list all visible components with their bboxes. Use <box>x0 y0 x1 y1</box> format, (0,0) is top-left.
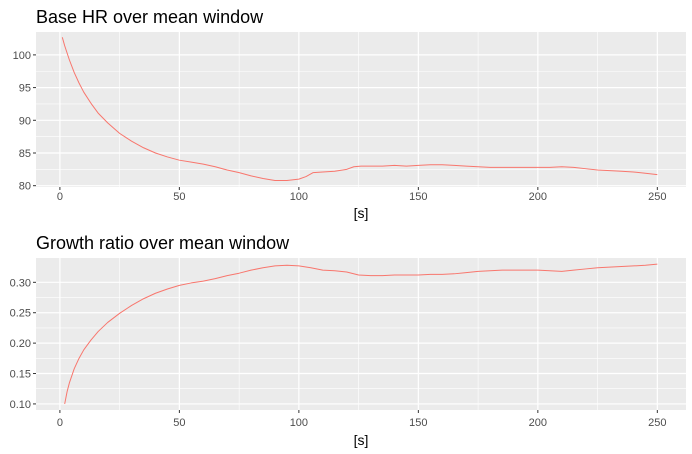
y-tick-label: 80 <box>19 181 31 193</box>
x-axis: 0 50 100 150 200 250 <box>57 410 667 429</box>
x-tick-label: 0 <box>57 191 63 203</box>
y-tick-label: 0.15 <box>10 369 31 381</box>
x-tick-label: 150 <box>409 191 427 203</box>
x-tick-label: 0 <box>57 417 63 429</box>
x-tick-label: 250 <box>648 417 666 429</box>
x-tick-label: 50 <box>173 417 185 429</box>
series-line-layer <box>64 263 658 405</box>
series-line <box>64 263 658 405</box>
y-tick-label: 95 <box>19 83 31 95</box>
x-axis: 0 50 100 150 200 250 <box>57 187 667 203</box>
series-line-layer <box>61 37 658 181</box>
y-tick-label: 90 <box>19 115 31 127</box>
series-line <box>61 37 658 181</box>
x-tick-label: 200 <box>529 191 547 203</box>
x-tick-label: 100 <box>290 417 308 429</box>
x-axis-title: [s] <box>354 432 369 448</box>
x-tick-label: 50 <box>173 191 185 203</box>
y-axis: 0.10 0.15 0.20 0.25 0.30 <box>10 277 36 411</box>
x-tick-label: 100 <box>290 191 308 203</box>
hr-chart: Base HR over mean window 80 85 90 95 100 0 50… <box>13 7 686 221</box>
y-tick-label: 0.30 <box>10 277 31 289</box>
plot-panel <box>36 32 686 187</box>
y-tick-label: 85 <box>19 148 31 160</box>
y-tick-label: 0.20 <box>10 338 31 350</box>
chart-title: Growth ratio over mean window <box>36 233 290 253</box>
grid-lines <box>36 32 686 187</box>
x-axis-title: [s] <box>354 205 369 221</box>
y-tick-label: 100 <box>13 50 31 62</box>
y-tick-label: 0.25 <box>10 308 31 320</box>
grid-lines <box>36 258 686 410</box>
chart-title: Base HR over mean window <box>36 7 264 27</box>
y-axis: 80 85 90 95 100 <box>13 50 36 193</box>
y-tick-label: 0.10 <box>10 399 31 411</box>
growth-ratio-chart: Growth ratio over mean window 0.100.150.… <box>10 233 686 448</box>
x-tick-label: 250 <box>648 191 666 203</box>
x-tick-label: 150 <box>409 417 427 429</box>
x-tick-label: 200 <box>529 417 547 429</box>
plot-panel <box>36 258 686 410</box>
